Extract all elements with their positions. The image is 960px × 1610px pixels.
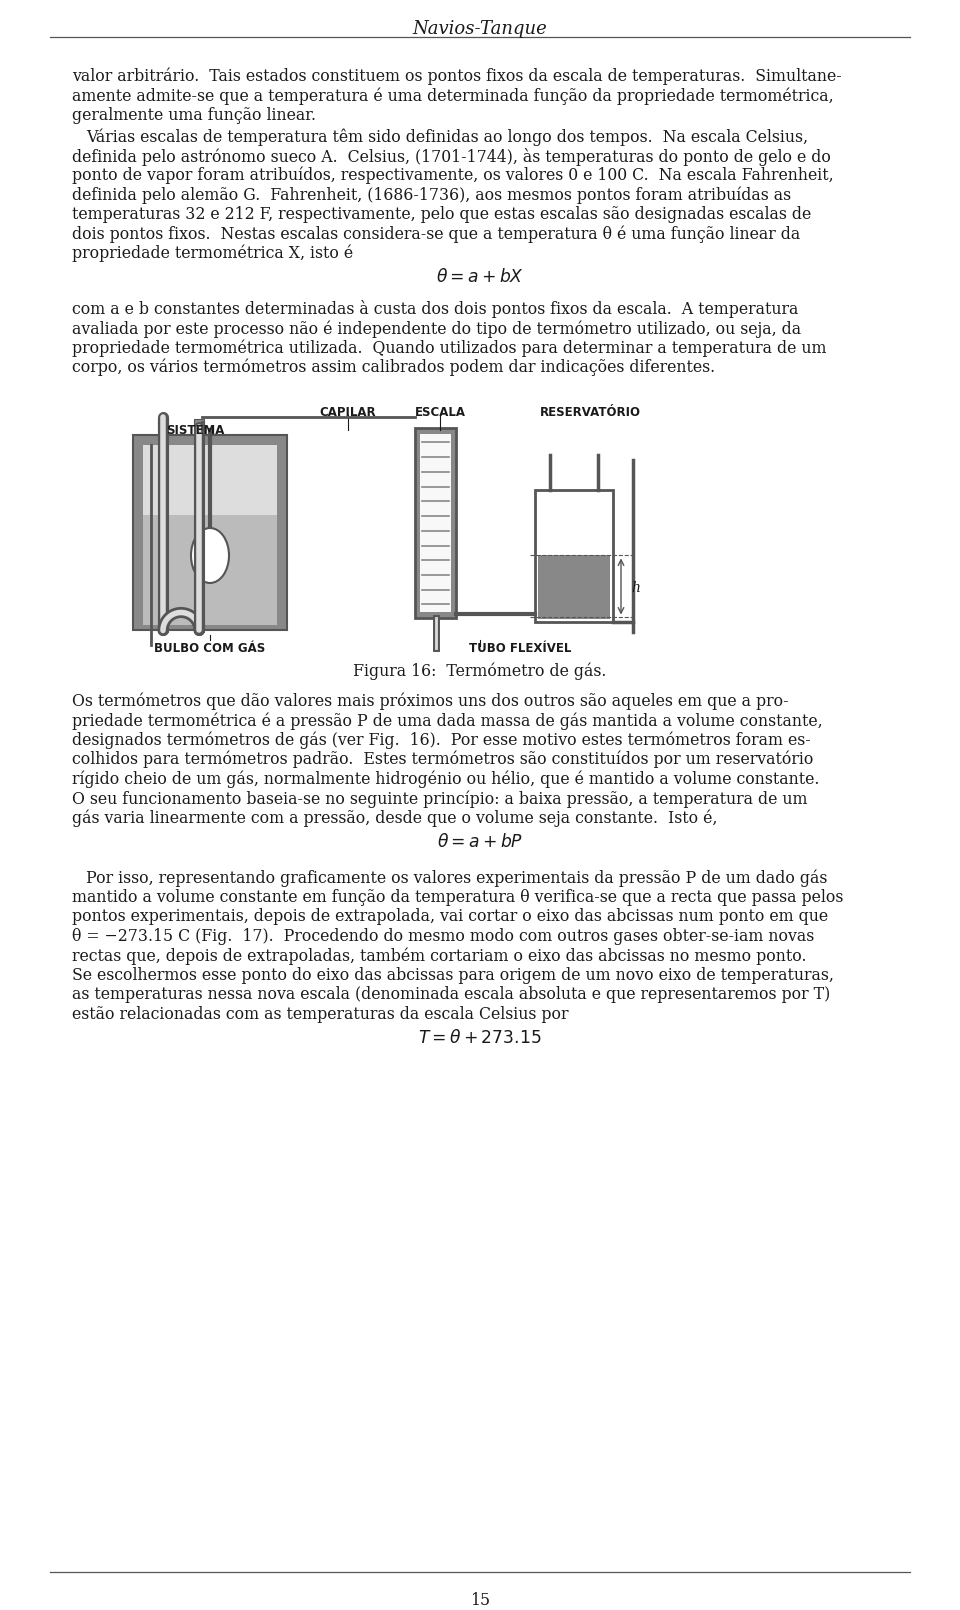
Text: rectas que, depois de extrapoladas, também cortariam o eixo das abcissas no mesm: rectas que, depois de extrapoladas, tamb… [72,947,806,964]
Text: RESERVATÓRIO: RESERVATÓRIO [540,406,640,419]
Bar [535,491,613,623]
Text: temperaturas 32 e 212 F, respectivamente, pelo que estas escalas são designadas : temperaturas 32 e 212 F, respectivamente… [72,206,811,224]
Text: amente admite-se que a temperatura é uma determinada função da propriedade termo: amente admite-se que a temperatura é uma… [72,87,833,105]
Text: $T = \theta + 273.15$: $T = \theta + 273.15$ [419,1029,541,1046]
Text: corpo, os vários termómetros assim calibrados podem dar indicações diferentes.: corpo, os vários termómetros assim calib… [72,359,715,377]
Text: CAPILAR: CAPILAR [320,406,376,419]
Text: rígido cheio de um gás, normalmente hidrogénio ou hélio, que é mantido a volume : rígido cheio de um gás, normalmente hidr… [72,771,820,787]
Text: Se escolhermos esse ponto do eixo das abcissas para origem de um novo eixo de te: Se escolhermos esse ponto do eixo das ab… [72,966,834,984]
Text: estão relacionadas com as temperaturas da escala Celsius por: estão relacionadas com as temperaturas d… [72,1006,568,1022]
Text: Por isso, representando graficamente os valores experimentais da pressão P de um: Por isso, representando graficamente os … [86,869,828,887]
Text: as temperaturas nessa nova escala (denominada escala absoluta e que representare: as temperaturas nessa nova escala (denom… [72,985,830,1003]
Text: propriedade termométrica X, isto é: propriedade termométrica X, isto é [72,245,353,262]
Text: Navios-Tanque: Navios-Tanque [413,19,547,39]
Text: designados termómetros de gás (ver Fig.  16).  Por esse motivo estes termómetros: designados termómetros de gás (ver Fig. … [72,731,811,749]
Text: ponto de vapor foram atribuídos, respectivamente, os valores 0 e 100 C.  Na esca: ponto de vapor foram atribuídos, respect… [72,167,833,185]
Bar [133,435,287,631]
Text: priedade termométrica é a pressão P de uma dada massa de gás mantida a volume co: priedade termométrica é a pressão P de u… [72,712,823,729]
Text: definida pelo astrónomo sueco A.  Celsius, (1701-1744), às temperaturas do ponto: definida pelo astrónomo sueco A. Celsius… [72,148,830,166]
Bar [538,555,610,620]
Text: geralmente uma função linear.: geralmente uma função linear. [72,106,316,124]
Text: ESCALA: ESCALA [415,406,466,419]
Text: colhidos para termómetros padrão.  Estes termómetros são constituídos por um res: colhidos para termómetros padrão. Estes … [72,750,813,768]
Bar [194,620,204,633]
Text: propriedade termométrica utilizada.  Quando utilizados para determinar a tempera: propriedade termométrica utilizada. Quan… [72,340,827,357]
Ellipse shape [191,528,229,583]
Bar [158,620,168,633]
Text: avaliada por este processo não é independente do tipo de termómetro utilizado, o: avaliada por este processo não é indepen… [72,320,802,338]
Text: θ = −273.15 C (Fig.  17).  Procedendo do mesmo modo com outros gases obter-se-ia: θ = −273.15 C (Fig. 17). Procedendo do m… [72,927,814,945]
Text: Figura 16:  Termómetro de gás.: Figura 16: Termómetro de gás. [353,662,607,679]
Text: Várias escalas de temperatura têm sido definidas ao longo dos tempos.  Na escala: Várias escalas de temperatura têm sido d… [86,129,808,145]
Text: pontos experimentais, depois de extrapolada, vai cortar o eixo das abcissas num : pontos experimentais, depois de extrapol… [72,908,828,926]
Text: Os termómetros que dão valores mais próximos uns dos outros são aqueles em que a: Os termómetros que dão valores mais próx… [72,692,788,710]
Text: gás varia linearmente com a pressão, desde que o volume seja constante.  Isto é,: gás varia linearmente com a pressão, des… [72,810,717,828]
Text: dois pontos fixos.  Nestas escalas considera-se que a temperatura θ é uma função: dois pontos fixos. Nestas escalas consid… [72,225,801,243]
Text: definida pelo alemão G.  Fahrenheit, (1686-1736), aos mesmos pontos foram atribu: definida pelo alemão G. Fahrenheit, (168… [72,187,791,204]
Text: mantido a volume constante em função da temperatura θ verifica-se que a recta qu: mantido a volume constante em função da … [72,889,844,905]
Bar [143,515,277,626]
Text: SISTEMA: SISTEMA [166,423,225,436]
Text: $\theta = a + bP$: $\theta = a + bP$ [437,832,523,852]
Text: h: h [631,581,640,596]
Text: com a e b constantes determinadas à custa dos dois pontos fixos da escala.  A te: com a e b constantes determinadas à cust… [72,301,799,319]
Text: 15: 15 [470,1592,490,1608]
Bar [194,420,204,431]
Text: $\theta = a + bX$: $\theta = a + bX$ [436,269,524,287]
Bar [143,446,277,626]
Bar [158,420,168,431]
Bar [415,428,456,618]
Text: BULBO COM GÁS: BULBO COM GÁS [155,642,266,655]
Text: TUBO FLEXÍVEL: TUBO FLEXÍVEL [468,642,571,655]
Text: O seu funcionamento baseia-se no seguinte princípio: a baixa pressão, a temperat: O seu funcionamento baseia-se no seguint… [72,791,807,808]
Text: valor arbitrário.  Tais estados constituem os pontos fixos da escala de temperat: valor arbitrário. Tais estados constitue… [72,68,842,85]
Bar [420,435,451,612]
